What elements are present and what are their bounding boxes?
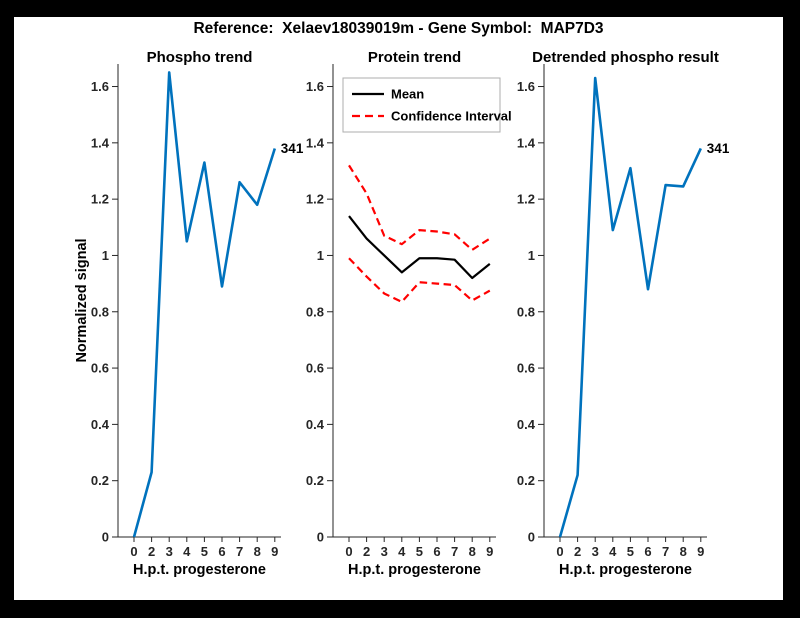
subplot-3: 00.20.40.60.811.21.41.60 2 3 4 5 6 7 8 9Detrende… xyxy=(517,49,730,578)
y-tick-label: 1.2 xyxy=(517,192,535,207)
y-tick-label: 0.8 xyxy=(306,304,324,319)
y-tick-label: 0.4 xyxy=(517,417,536,432)
y-tick-label: 0.4 xyxy=(306,417,325,432)
subplot-title: Protein trend xyxy=(368,49,461,66)
x-tick-label: 0 xyxy=(556,544,563,559)
x-tick-label: 5 xyxy=(201,544,208,559)
x-tick-label: 9 xyxy=(697,544,704,559)
x-tick-label: 6 xyxy=(433,544,440,559)
x-axis-label: H.p.t. progesterone xyxy=(348,562,481,578)
subplot-title: Phospho trend xyxy=(147,49,253,66)
y-tick-label: 0 xyxy=(317,530,324,545)
x-tick-label: 7 xyxy=(451,544,458,559)
x-tick-label: 8 xyxy=(469,544,476,559)
x-tick-label: 5 xyxy=(627,544,634,559)
subplot-title: Detrended phospho result xyxy=(532,49,719,66)
y-tick-label: 0.6 xyxy=(306,361,324,376)
figure-title: Reference: Xelaev18039019m - Gene Symbol… xyxy=(193,20,604,37)
x-tick-label: 0 xyxy=(345,544,352,559)
subplot-2: 00.20.40.60.811.21.41.60 2 3 4 5 6 7 8 9Protein … xyxy=(306,49,512,578)
ci-upper-line xyxy=(348,164,491,251)
x-tick-label: 8 xyxy=(254,544,261,559)
y-tick-label: 1.4 xyxy=(306,135,325,150)
y-tick-label: 1.4 xyxy=(517,135,536,150)
x-tick-label: 5 xyxy=(416,544,423,559)
y-tick-label: 0.2 xyxy=(517,473,535,488)
y-tick-label: 1.6 xyxy=(517,79,535,94)
y-tick-label: 0 xyxy=(528,530,535,545)
y-tick-label: 1 xyxy=(317,248,324,263)
x-tick-label: 2 xyxy=(148,544,155,559)
y-tick-label: 0.6 xyxy=(517,361,535,376)
y-axis-label: Normalized signal xyxy=(74,238,90,362)
y-tick-label: 0.4 xyxy=(91,417,110,432)
y-tick-label: 0.8 xyxy=(517,304,535,319)
ci-lower-line xyxy=(348,257,491,304)
legend-label: Confidence Interval xyxy=(391,109,512,124)
x-tick-label: 3 xyxy=(592,544,599,559)
endpoint-annotation: 341 xyxy=(281,141,304,156)
y-tick-label: 1.4 xyxy=(91,135,110,150)
x-tick-label: 0 xyxy=(130,544,137,559)
legend-label: Mean xyxy=(391,87,424,102)
y-tick-label: 0.6 xyxy=(91,361,109,376)
phospho-signal-line xyxy=(132,71,277,538)
x-tick-label: 3 xyxy=(166,544,173,559)
x-tick-label: 4 xyxy=(609,544,617,559)
y-tick-label: 1.6 xyxy=(306,79,324,94)
x-tick-label: 6 xyxy=(644,544,651,559)
y-tick-label: 0.8 xyxy=(91,304,109,319)
x-tick-label: 3 xyxy=(381,544,388,559)
y-tick-label: 0 xyxy=(102,530,109,545)
x-tick-label: 8 xyxy=(680,544,687,559)
x-tick-label: 9 xyxy=(486,544,493,559)
x-tick-label: 2 xyxy=(574,544,581,559)
x-tick-label: 7 xyxy=(236,544,243,559)
y-tick-label: 0.2 xyxy=(306,473,324,488)
y-tick-label: 0.2 xyxy=(91,473,109,488)
x-axis-label: H.p.t. progesterone xyxy=(559,562,692,578)
x-tick-label: 4 xyxy=(183,544,191,559)
figure-canvas: Reference: Xelaev18039019m - Gene Symbol… xyxy=(14,17,783,600)
x-axis-label: H.p.t. progesterone xyxy=(133,562,266,578)
x-tick-label: 6 xyxy=(218,544,225,559)
y-tick-label: 1.2 xyxy=(306,192,324,207)
subplots-svg: 00.20.40.60.811.21.41.60 2 3 4 5 6 7 8 9Phospho … xyxy=(74,49,730,578)
subplot-1: 00.20.40.60.811.21.41.60 2 3 4 5 6 7 8 9Phospho … xyxy=(74,49,304,578)
x-tick-label: 4 xyxy=(398,544,406,559)
legend: Mean Confidence Interval xyxy=(342,77,512,133)
y-tick-label: 1 xyxy=(102,248,109,263)
y-tick-label: 1.2 xyxy=(91,192,109,207)
y-tick-label: 1 xyxy=(528,248,535,263)
x-tick-label: 7 xyxy=(662,544,669,559)
y-tick-label: 1.6 xyxy=(91,79,109,94)
detrended-phospho-line xyxy=(558,76,702,538)
protein-mean-line xyxy=(348,215,491,280)
legend-box xyxy=(342,77,501,133)
endpoint-annotation: 341 xyxy=(707,141,730,156)
x-tick-label: 2 xyxy=(363,544,370,559)
x-tick-label: 9 xyxy=(271,544,278,559)
